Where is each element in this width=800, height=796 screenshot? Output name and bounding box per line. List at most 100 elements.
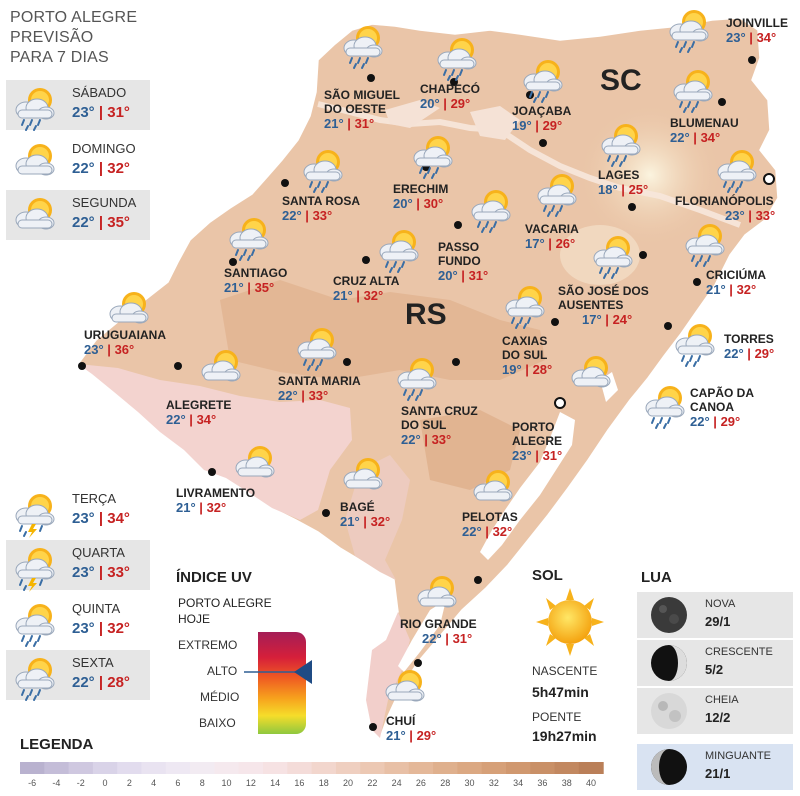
city-lages: LAGES 18° | 25°: [598, 168, 649, 197]
map-weather-icon: [566, 352, 616, 394]
legend-swatch: [384, 762, 410, 774]
forecast-day-1: SÁBADO 23° | 31°: [6, 80, 150, 131]
lua-title: LUA: [641, 569, 672, 586]
moon-phase-name: CHEIA: [705, 694, 739, 706]
legend-value: 6: [175, 778, 181, 788]
dot-santa-cruz: [452, 358, 460, 366]
temp-max: 32°: [107, 160, 130, 177]
city-bage: BAGÉ 21° | 32°: [340, 500, 391, 529]
map-weather-icon: [338, 454, 388, 496]
day-name: DOMINGO: [72, 141, 136, 156]
day-name: SEGUNDA: [72, 195, 137, 210]
map-weather-icon: [466, 186, 516, 233]
moon-phase-nova: NOVA 29/1: [637, 592, 793, 638]
temp-min: 22°: [72, 160, 95, 177]
city-pelotas: PELOTAS 22° | 32°: [462, 510, 518, 539]
forecast-day-5: QUARTA 23° | 33°: [6, 540, 150, 592]
moon-phase-name: MINGUANTE: [705, 750, 771, 762]
dot-sao-miguel: [367, 74, 375, 82]
uv-level-alto: ALTO: [207, 664, 238, 678]
dot-chui: [369, 723, 377, 731]
map-weather-icon: [518, 56, 568, 103]
city-santa-cruz-do-sul: SANTA CRUZ DO SUL 22° | 33°: [401, 404, 478, 447]
sun-cloud-storm-icon: [10, 544, 60, 592]
temp-max: 35°: [107, 214, 130, 231]
city-sao-jose-dos-ausentes: SÃO JOSÉ DOS AUSENTES 17° | 24°: [558, 284, 649, 327]
city-santiago: SANTIAGO 21° | 35°: [224, 266, 288, 295]
new-moon-icon: [651, 597, 687, 633]
legend-value: 4: [151, 778, 157, 788]
city-cruz-alta: CRUZ ALTA 21° | 32°: [333, 274, 400, 303]
map-weather-icon: [432, 34, 482, 81]
day-name: TERÇA: [72, 491, 117, 506]
legend-value: 26: [415, 778, 426, 788]
sun-cloud-icon: [10, 194, 60, 236]
legend-value: 0: [102, 778, 108, 788]
temp-min: 22°: [72, 214, 95, 231]
legend-value: 12: [245, 778, 256, 788]
dot-lages: [628, 203, 636, 211]
map-weather-icon: [104, 288, 154, 330]
state-label-sc: SC: [600, 64, 642, 97]
dot-sao-jose: [639, 251, 647, 259]
map-weather-icon: [712, 146, 762, 193]
map-weather-icon: [338, 22, 388, 69]
legend-swatch: [190, 762, 215, 774]
legend-value: 10: [221, 778, 232, 788]
lagoa-dos-patos: [480, 412, 575, 560]
legend-swatch: [238, 762, 264, 774]
city-dots: [78, 56, 756, 731]
legend-value: 30: [464, 778, 475, 788]
temp-max: 33°: [107, 564, 130, 581]
uv-level-baixo: BAIXO: [199, 716, 236, 730]
legend-value: 8: [199, 778, 205, 788]
legend-swatch: [44, 762, 70, 774]
city-livramento: LIVRAMENTO 21° | 32°: [176, 486, 256, 515]
forecast-header: PORTO ALEGRE PREVISÃO PARA 7 DIAS: [10, 8, 137, 68]
dot-rio-grande: [414, 659, 422, 667]
legend-swatch: [433, 762, 458, 774]
map-weather-icon: [412, 572, 462, 614]
legend-swatch: [287, 762, 313, 774]
city-blumenau: BLUMENAU 22° | 34°: [670, 116, 739, 145]
map-weather-icon: [230, 442, 280, 484]
legend-swatch: [506, 762, 531, 774]
city-joacaba: JOAÇABA 19° | 29°: [512, 104, 572, 133]
header-line3: PARA 7 DIAS: [10, 49, 109, 66]
city-chapeco: CHAPECÓ 20° | 29°: [420, 82, 481, 111]
legend-swatch: [20, 762, 45, 774]
day-name: SEXTA: [72, 655, 114, 670]
city-santa-rosa: SANTA ROSA 22° | 33°: [282, 194, 360, 223]
map-weather-icon: [196, 346, 246, 388]
legend-value: 22: [367, 778, 378, 788]
sun-cloud-storm-icon: [10, 490, 60, 538]
legend-swatch: [457, 762, 483, 774]
map-weather-icon: [500, 282, 550, 329]
dot-criciuma: [693, 278, 701, 286]
forecast-day-2: DOMINGO 22° | 32°: [6, 136, 150, 186]
legend-value: 36: [537, 778, 548, 788]
moon-phase-name: NOVA: [705, 598, 736, 610]
map-weather-icon: [668, 66, 718, 113]
temp-min: 23°: [72, 564, 95, 581]
dot-torres: [664, 322, 672, 330]
dot-vacaria: [539, 139, 547, 147]
temp-min: 23°: [72, 620, 95, 637]
city-sao-miguel-do-oeste: SÃO MIGUEL DO OESTE 21° | 31°: [324, 88, 400, 131]
legend-swatch: [481, 762, 507, 774]
state-border: [317, 101, 742, 228]
legend-swatch: [360, 762, 385, 774]
uv-level-medio: MÉDIO: [200, 690, 240, 704]
state-label-rs: RS: [405, 298, 447, 331]
legend-swatch: [311, 762, 337, 774]
legend-value: 38: [561, 778, 572, 788]
legend-swatch: [165, 762, 191, 774]
dot-cruz-alta: [362, 256, 370, 264]
sunrise-label: NASCENTE: [532, 664, 598, 678]
sun-cloud-rain-icon: [10, 84, 60, 131]
dot-livramento: [208, 468, 216, 476]
map-weather-icon: [380, 666, 430, 708]
temp-max: 31°: [107, 104, 130, 121]
temp-min: 23°: [72, 104, 95, 121]
forecast-day-7: SEXTA 22° | 28°: [6, 650, 150, 701]
